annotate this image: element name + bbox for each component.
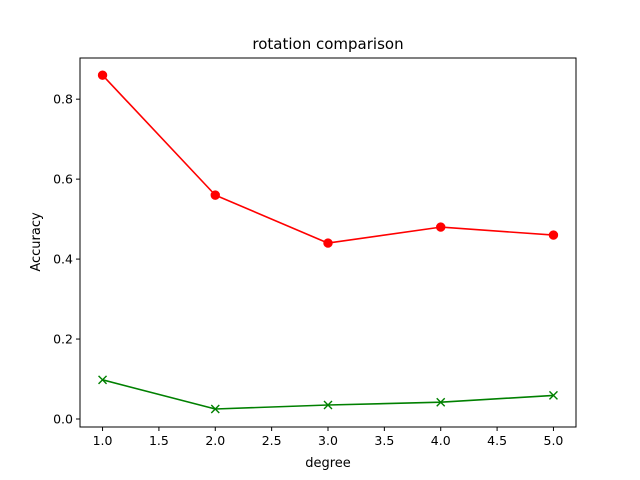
x-tick-label: 4.0 bbox=[431, 433, 451, 448]
x-tick-label: 3.0 bbox=[318, 433, 338, 448]
y-tick-label: 0.2 bbox=[53, 332, 73, 347]
x-tick-label: 2.0 bbox=[205, 433, 225, 448]
y-axis: 0.0 0.2 0.4 0.6 0.8 bbox=[53, 92, 80, 427]
series-2-point bbox=[436, 397, 446, 407]
series-1-point bbox=[548, 230, 559, 240]
chart-title: rotation comparison bbox=[252, 35, 403, 53]
series-1-point bbox=[97, 70, 108, 80]
y-tick-label: 0.4 bbox=[53, 252, 73, 267]
x-tick-label: 2.5 bbox=[262, 433, 282, 448]
x-tick-label: 1.0 bbox=[93, 433, 113, 448]
x-tick-label: 4.5 bbox=[487, 433, 507, 448]
series-2-point bbox=[210, 404, 220, 414]
y-axis-label: Accuracy bbox=[29, 212, 44, 272]
x-tick-label: 1.5 bbox=[149, 433, 169, 448]
series-1-line bbox=[101, 74, 554, 244]
y-tick-label: 0.0 bbox=[53, 412, 73, 427]
series-2-point bbox=[548, 390, 558, 400]
x-axis: 1.0 1.5 2.0 2.5 3.0 3.5 4.0 4.5 5.0 bbox=[93, 427, 564, 448]
y-tick-label: 0.8 bbox=[53, 92, 73, 107]
series-1-point bbox=[210, 190, 220, 200]
x-axis-label: degree bbox=[305, 456, 351, 471]
x-tick-label: 5.0 bbox=[544, 433, 564, 448]
y-tick-label: 0.6 bbox=[53, 172, 73, 187]
series-2-point bbox=[323, 400, 333, 410]
series-1-point bbox=[323, 238, 333, 248]
x-tick-label: 3.5 bbox=[374, 433, 394, 448]
plot-area bbox=[97, 70, 559, 414]
series-1-point bbox=[436, 222, 446, 232]
series-2-point bbox=[98, 375, 108, 385]
